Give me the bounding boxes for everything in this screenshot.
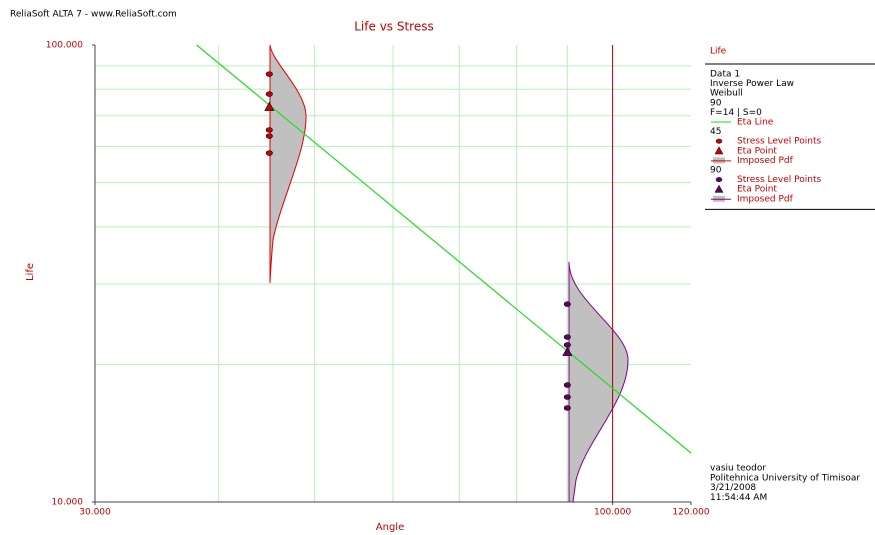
- x-axis-label: Angle: [376, 522, 404, 533]
- footer-line: Politehnica University of Timisoar: [710, 473, 860, 483]
- stress-point: [563, 405, 571, 411]
- legend-label: Stress Level Points: [737, 175, 821, 185]
- stress-point: [563, 342, 571, 348]
- legend-swatch: [714, 184, 724, 193]
- y-tick-label: 100.000: [46, 41, 83, 51]
- stress-point: [563, 394, 571, 400]
- legend-label: Eta Line: [737, 118, 774, 128]
- stress-point: [265, 71, 273, 77]
- chart-title: Life vs Stress: [354, 20, 434, 34]
- legend-group: 45: [710, 127, 721, 137]
- legend-swatch: [715, 177, 723, 183]
- x-tick-label: 120.000: [672, 508, 709, 518]
- footer-line: 3/21/2008: [710, 483, 756, 493]
- legend-info: 90: [710, 98, 722, 108]
- legend-group: 90: [710, 166, 722, 176]
- stress-point: [563, 301, 571, 307]
- legend-label: Stress Level Points: [737, 137, 821, 147]
- legend-label: Imposed Pdf: [737, 194, 794, 204]
- eta-point: [264, 101, 275, 111]
- legend-swatch: [715, 138, 723, 144]
- legend-info: Inverse Power Law: [710, 79, 794, 89]
- legend-label: Eta Point: [737, 185, 777, 195]
- legend-label: Eta Point: [737, 146, 777, 156]
- eta-point: [562, 346, 573, 356]
- pdf-shape: [269, 44, 307, 284]
- x-tick-label: 100.000: [594, 508, 631, 518]
- legend-info: Data 1: [710, 70, 740, 80]
- stress-point: [265, 150, 273, 156]
- legend-title: Life: [710, 47, 727, 57]
- x-tick-label: 30.000: [79, 508, 111, 518]
- legend-label: Imposed Pdf: [737, 156, 794, 166]
- stress-point: [265, 133, 273, 139]
- legend-info: Weibull: [710, 89, 743, 99]
- grid: [95, 45, 691, 502]
- y-axis-label: Life: [25, 263, 36, 281]
- eta-line: [196, 44, 692, 454]
- footer-line: vasiu teodor: [710, 464, 766, 474]
- legend-swatch: [714, 146, 724, 155]
- stress-point: [563, 334, 571, 340]
- pdf-shape: [568, 261, 629, 503]
- stress-point: [265, 91, 273, 97]
- stress-point: [563, 382, 571, 388]
- footer-line: 11:54:44 AM: [710, 493, 767, 503]
- y-tick-label: 10.000: [52, 498, 84, 508]
- stress-point: [265, 127, 273, 133]
- header: ReliaSoft ALTA 7 - www.ReliaSoft.com: [10, 10, 177, 20]
- legend-info: F=14 | S=0: [710, 108, 762, 118]
